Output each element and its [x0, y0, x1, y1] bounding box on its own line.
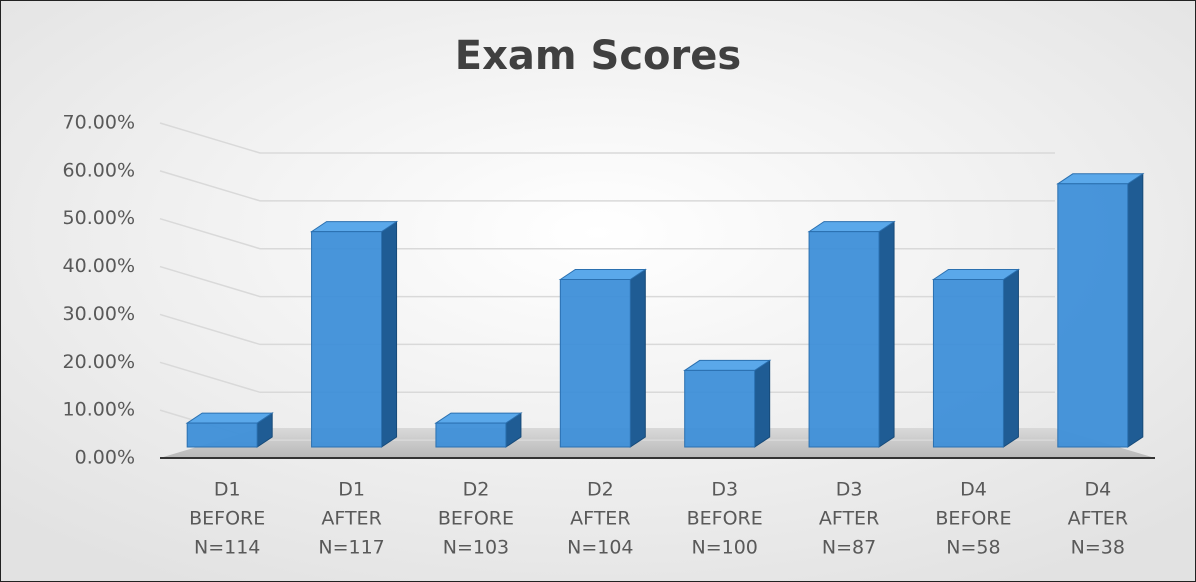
grid-line: [159, 217, 1055, 250]
bar-top: [558, 269, 647, 280]
grid-line: [159, 170, 1055, 202]
floor: [160, 428, 1155, 458]
x-tick-label: N=87: [822, 537, 876, 559]
bar: [808, 231, 880, 448]
y-tick-label: 10.00%: [63, 399, 135, 421]
bar: [559, 279, 631, 448]
x-tick-label: N=100: [691, 537, 757, 559]
x-tick-label: D1: [338, 479, 365, 501]
y-tick-label: 0.00%: [75, 447, 135, 469]
grid-line: [159, 313, 1055, 346]
bar-side: [878, 220, 895, 448]
grid-line: [159, 122, 1055, 154]
x-tick-label: AFTER: [1068, 508, 1128, 530]
bar: [435, 422, 507, 448]
grid-line: [159, 265, 1055, 298]
chart-title: Exam Scores: [455, 33, 741, 79]
x-tick-label: D2: [463, 479, 490, 501]
bar-side: [629, 268, 646, 448]
y-tick-label: 20.00%: [63, 351, 135, 373]
x-tick-label: D4: [960, 479, 987, 501]
x-tick-label: D2: [587, 479, 614, 501]
x-tick-label: N=58: [946, 537, 1000, 559]
y-tick-label: 60.00%: [63, 159, 135, 181]
y-tick-label: 70.00%: [63, 112, 135, 134]
bar-top: [931, 269, 1021, 280]
bar-side: [1002, 268, 1019, 448]
bar-top: [1056, 173, 1145, 185]
grid-line: [159, 361, 1055, 394]
bar: [684, 369, 756, 448]
x-tick-label: D3: [711, 479, 738, 501]
x-tick-label: N=117: [318, 537, 384, 559]
bar: [186, 422, 258, 448]
y-tick-label: 50.00%: [63, 207, 135, 229]
bar: [311, 231, 383, 448]
bar-top: [683, 359, 772, 371]
y-tick-label: 30.00%: [63, 303, 135, 325]
x-tick-label: N=38: [1071, 537, 1125, 559]
x-tick-label: D4: [1084, 479, 1111, 501]
x-tick-label: BEFORE: [935, 508, 1011, 530]
bar-top: [309, 221, 399, 233]
bar-side: [381, 220, 398, 448]
x-tick-label: D3: [836, 479, 863, 501]
bar: [932, 279, 1004, 448]
x-tick-label: N=114: [194, 537, 260, 559]
x-tick-label: D1: [214, 479, 241, 501]
bar-side: [1127, 172, 1144, 448]
bar-top: [807, 221, 896, 233]
x-tick-label: N=103: [443, 537, 509, 559]
bar-top: [185, 412, 274, 424]
bar: [1057, 183, 1129, 448]
x-tick-label: BEFORE: [438, 508, 514, 530]
x-tick-label: BEFORE: [189, 508, 265, 530]
x-tick-label: AFTER: [321, 508, 381, 530]
y-tick-label: 40.00%: [63, 255, 135, 277]
x-tick-label: AFTER: [819, 508, 879, 530]
x-tick-label: AFTER: [570, 508, 630, 530]
x-tick-label: N=104: [567, 537, 633, 559]
bar-top: [434, 412, 523, 424]
bar-side: [754, 359, 771, 448]
x-tick-label: BEFORE: [687, 508, 763, 530]
